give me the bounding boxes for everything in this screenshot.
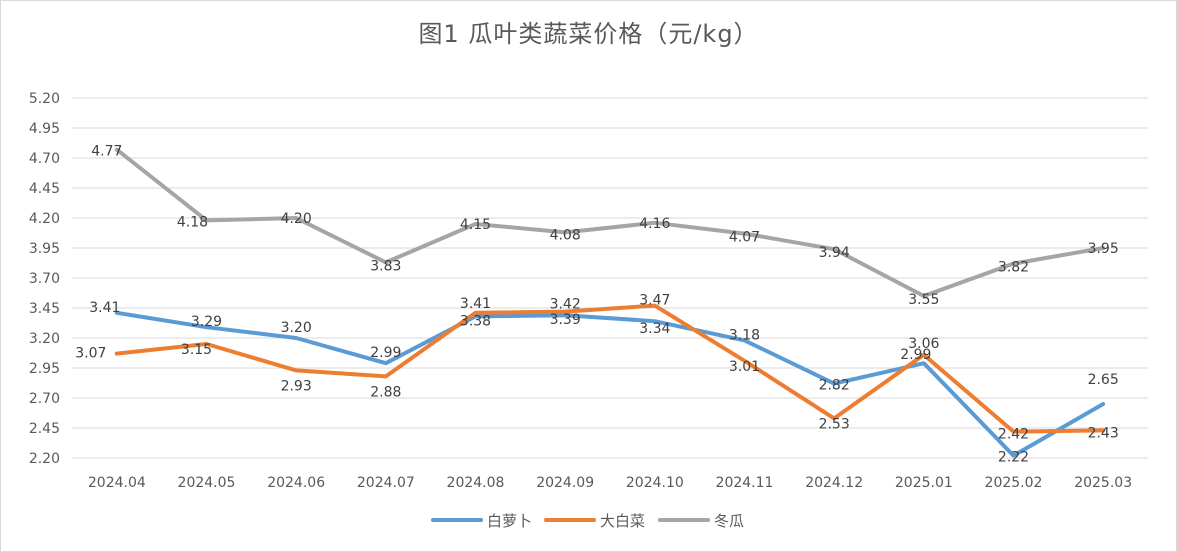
x-tick-label: 2025.02 <box>985 475 1043 491</box>
data-label: 4.20 <box>281 211 312 227</box>
series-line-3 <box>114 147 1106 298</box>
data-labels: 3.41 3.29 3.20 2.99 3.38 3.39 3.34 3.18 2.82 2.99… <box>75 144 1119 466</box>
data-label: 3.94 <box>819 245 850 261</box>
data-label: 3.95 <box>1088 241 1119 257</box>
x-tick-label: 2024.08 <box>447 475 505 491</box>
data-label: 3.42 <box>550 297 581 313</box>
series-lines <box>114 147 1106 458</box>
data-label: 3.55 <box>908 292 939 308</box>
y-tick-label: 2.45 <box>29 421 60 437</box>
data-label: 2.22 <box>998 450 1029 466</box>
y-tick-label: 3.45 <box>29 301 60 317</box>
x-tick-label: 2024.11 <box>716 475 774 491</box>
data-label: 3.20 <box>281 320 312 336</box>
y-tick-label: 4.70 <box>29 151 60 167</box>
y-tick-label: 2.20 <box>29 451 60 467</box>
y-tick-label: 2.70 <box>29 391 60 407</box>
legend: 白萝卜 大白菜 冬瓜 <box>431 512 744 530</box>
y-tick-label: 5.20 <box>29 91 60 107</box>
gridlines <box>72 97 1148 459</box>
data-label: 4.07 <box>729 230 760 246</box>
data-label: 4.08 <box>550 227 581 243</box>
data-label: 3.82 <box>998 260 1029 276</box>
x-axis-ticks: 2024.04 2024.05 2024.06 2024.07 2024.08 2024.… <box>88 475 1132 491</box>
y-tick-label: 3.70 <box>29 271 60 287</box>
data-label: 2.53 <box>819 416 850 432</box>
data-label: 2.88 <box>370 384 401 400</box>
data-label: 2.43 <box>1088 425 1119 441</box>
data-label: 3.07 <box>75 346 106 362</box>
legend-label: 大白菜 <box>600 512 645 530</box>
y-tick-label: 3.95 <box>29 241 60 257</box>
y-axis-ticks: 2.20 2.45 2.70 2.95 3.20 3.45 3.70 3.95 4.20 4.45… <box>29 91 60 467</box>
data-label: 4.16 <box>639 216 670 232</box>
x-tick-label: 2024.05 <box>178 475 236 491</box>
data-label: 3.29 <box>191 314 222 330</box>
series-line-2 <box>114 303 1106 434</box>
y-tick-label: 3.20 <box>29 331 60 347</box>
data-label: 3.47 <box>639 293 670 309</box>
data-label: 2.99 <box>900 347 931 363</box>
data-label: 3.38 <box>460 313 491 329</box>
x-tick-label: 2024.09 <box>536 475 594 491</box>
data-label: 3.39 <box>550 312 581 328</box>
data-label: 3.15 <box>181 342 212 358</box>
x-tick-label: 2024.10 <box>626 475 684 491</box>
legend-label: 白萝卜 <box>487 512 532 530</box>
data-label: 2.93 <box>281 378 312 394</box>
chart-title: 图1 瓜叶类蔬菜价格（元/kg） <box>418 20 759 48</box>
data-label: 2.65 <box>1088 372 1119 388</box>
y-tick-label: 4.20 <box>29 211 60 227</box>
data-label: 3.83 <box>370 258 401 274</box>
data-label: 3.06 <box>908 336 939 352</box>
series-line-1 <box>114 310 1106 458</box>
y-tick-label: 4.45 <box>29 181 60 197</box>
x-tick-label: 2025.01 <box>895 475 953 491</box>
data-label: 2.82 <box>819 378 850 394</box>
x-tick-label: 2024.04 <box>88 475 146 491</box>
x-tick-label: 2024.06 <box>267 475 325 491</box>
data-label: 4.18 <box>177 214 208 230</box>
data-label: 3.18 <box>729 327 760 343</box>
x-tick-label: 2025.03 <box>1074 475 1132 491</box>
data-label: 2.99 <box>370 345 401 361</box>
data-label: 3.34 <box>639 321 670 337</box>
data-label: 2.42 <box>998 427 1029 443</box>
data-label: 3.01 <box>729 359 760 375</box>
legend-label: 冬瓜 <box>714 512 744 530</box>
y-tick-label: 2.95 <box>29 361 60 377</box>
data-label: 3.41 <box>460 296 491 312</box>
x-tick-label: 2024.07 <box>357 475 415 491</box>
data-label: 4.15 <box>460 217 491 233</box>
y-tick-label: 4.95 <box>29 121 60 137</box>
data-label: 4.77 <box>91 144 122 160</box>
x-tick-label: 2024.12 <box>805 475 863 491</box>
data-label: 3.41 <box>89 300 120 316</box>
